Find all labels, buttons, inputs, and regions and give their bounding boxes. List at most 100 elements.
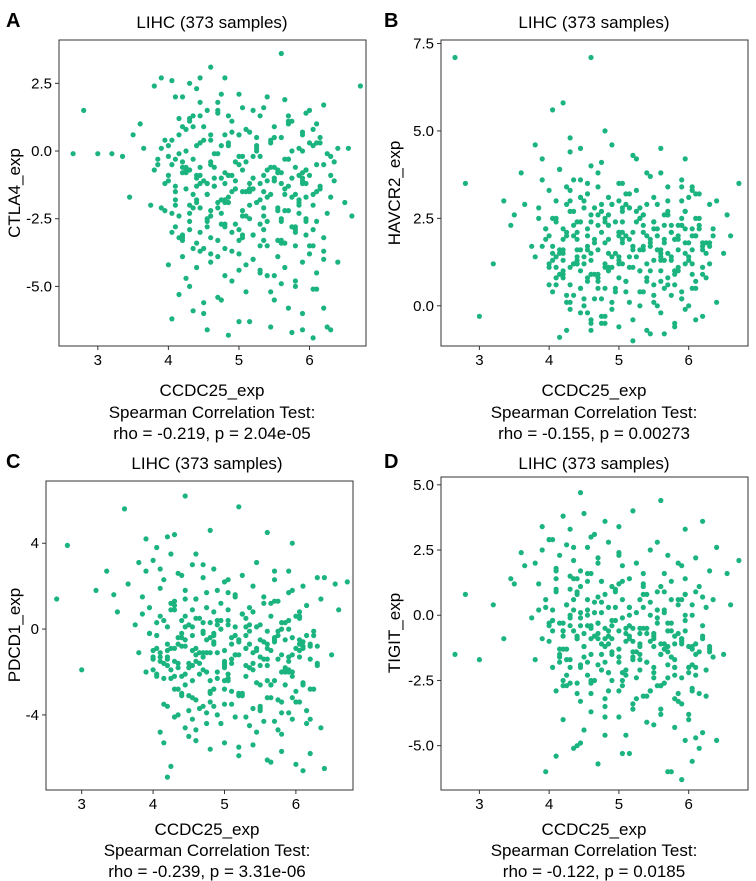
chart-title: LIHC (373 samples): [518, 13, 669, 32]
scatter-point: [165, 178, 171, 184]
scatter-point: [693, 555, 699, 561]
scatter-point: [591, 599, 598, 605]
scatter-point: [279, 626, 285, 632]
scatter-point: [208, 64, 214, 70]
scatter-point: [588, 327, 594, 333]
scatter-point: [623, 233, 629, 239]
scatter-point: [264, 662, 270, 669]
scatter-point: [651, 636, 657, 642]
scatter-point: [658, 145, 664, 151]
scatter-point: [595, 285, 601, 291]
scatter-point: [321, 305, 327, 311]
scatter-point: [215, 254, 221, 260]
scatter-point: [710, 233, 716, 239]
stat-test-result: rho = -0.219, p = 2.04e-05: [113, 424, 311, 443]
scatter-point: [215, 99, 221, 105]
scatter-point: [553, 565, 559, 571]
scatter-point: [623, 201, 629, 207]
scatter-point: [591, 531, 598, 538]
scatter-point: [218, 626, 224, 632]
scatter-point: [328, 194, 334, 200]
scatter-point: [658, 278, 664, 284]
scatter-point: [310, 335, 316, 341]
scatter-point: [703, 275, 709, 281]
y-tick-label: 5.0: [413, 123, 434, 140]
scatter-point: [630, 247, 636, 253]
scatter-point: [588, 690, 594, 697]
scatter-point: [193, 738, 199, 744]
scatter-point: [661, 641, 667, 647]
scatter-point: [644, 170, 650, 176]
scatter-point: [221, 678, 228, 684]
scatter-point: [553, 688, 559, 694]
scatter-point: [616, 229, 622, 235]
scatter-point: [661, 285, 667, 291]
scatter-point: [584, 607, 591, 613]
scatter-point: [598, 667, 605, 673]
scatter-point: [595, 184, 601, 190]
scatter-point: [310, 243, 316, 249]
scatter-point: [246, 723, 253, 729]
scatter-point: [271, 639, 278, 645]
scatter-point: [564, 292, 570, 298]
scatter-point: [609, 623, 615, 629]
scatter-point: [257, 113, 263, 119]
scatter-point: [682, 156, 688, 162]
scatter-point: [577, 615, 584, 621]
scatter-point: [214, 617, 220, 624]
scatter-point: [591, 205, 598, 211]
scatter-point: [148, 202, 154, 208]
x-tick-label: 4: [164, 352, 172, 369]
scatter-point: [647, 612, 653, 618]
scatter-point: [707, 201, 713, 207]
scatter-point: [183, 126, 189, 132]
scatter-point: [293, 761, 299, 767]
scatter-point: [588, 677, 594, 684]
scatter-point: [661, 570, 667, 577]
scatter-point: [571, 261, 577, 267]
scatter-point: [644, 233, 650, 239]
scatter-point: [306, 140, 313, 146]
scatter-point: [182, 671, 188, 677]
scatter-point: [182, 725, 188, 731]
scatter-point: [197, 75, 203, 81]
scatter-point: [665, 662, 671, 668]
scatter-point: [289, 635, 295, 641]
scatter-point: [197, 99, 203, 105]
scatter-point: [462, 180, 468, 186]
scatter-point: [211, 566, 217, 572]
scatter-point: [179, 170, 186, 176]
scatter-point: [700, 271, 706, 277]
scatter-point: [303, 110, 309, 116]
scatter-point: [693, 651, 699, 658]
scatter-point: [243, 624, 249, 630]
scatter-point: [577, 219, 584, 225]
scatter-point: [571, 745, 577, 751]
scatter-point: [605, 604, 612, 611]
scatter-point: [247, 202, 253, 208]
scatter-point: [247, 216, 253, 222]
scatter-point: [640, 583, 646, 590]
scatter-point: [141, 145, 147, 151]
scatter-point: [200, 628, 206, 634]
scatter-point: [194, 264, 200, 271]
scatter-point: [598, 651, 605, 658]
scatter-point: [239, 572, 245, 579]
scatter-point: [293, 699, 299, 705]
scatter-point: [171, 602, 178, 609]
y-tick-label: 7.5: [413, 35, 434, 52]
scatter-point: [179, 254, 186, 260]
stat-test-result: rho = -0.122, p = 0.0185: [503, 862, 685, 881]
scatter-point: [658, 170, 664, 176]
scatter-point: [306, 251, 313, 257]
scatter-point: [672, 672, 678, 678]
scatter-point: [574, 589, 580, 595]
scatter-point: [675, 247, 681, 253]
scatter-point: [668, 222, 674, 228]
scatter-point: [675, 630, 681, 637]
scatter-points: [54, 493, 350, 780]
scatter-point: [637, 215, 643, 221]
scatter-point: [158, 75, 164, 81]
scatter-point: [236, 237, 242, 243]
scatter-point: [543, 604, 549, 611]
